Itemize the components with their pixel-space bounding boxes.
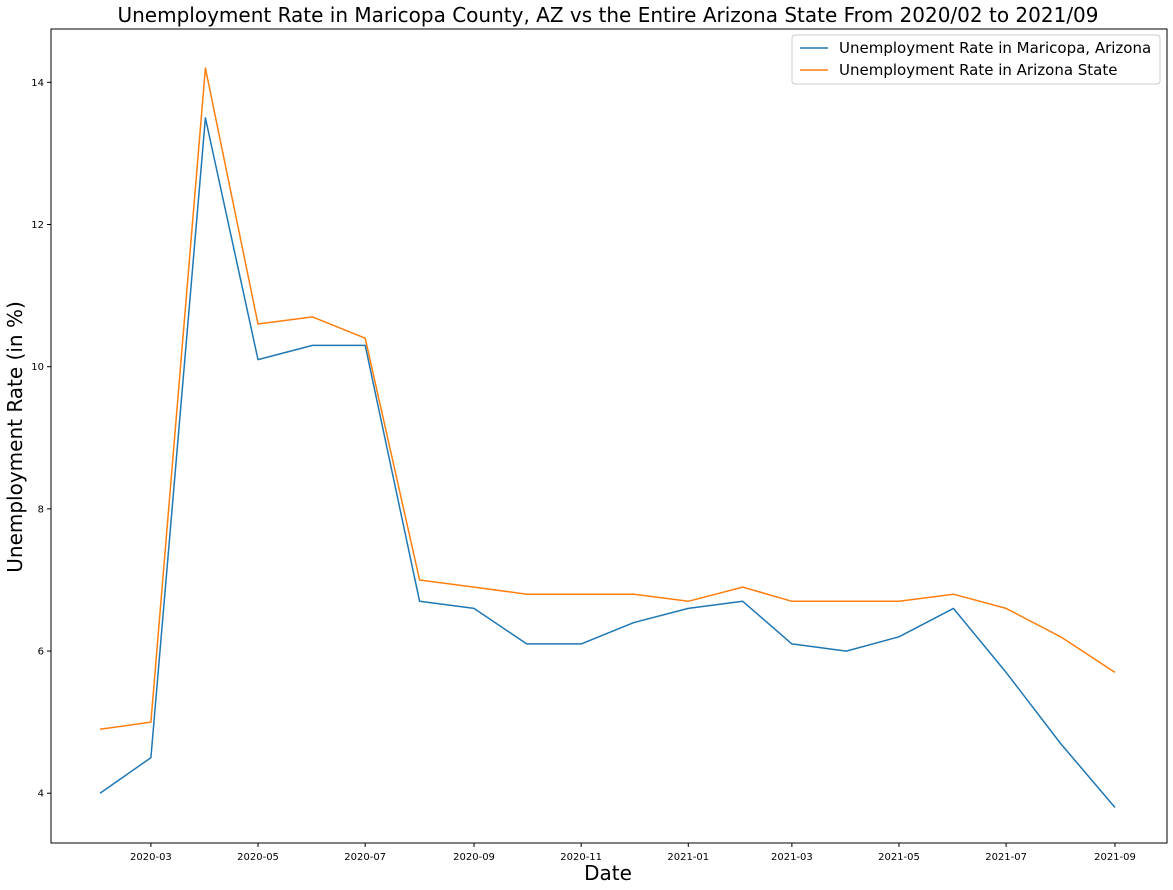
plot-frame: [50, 28, 1168, 844]
y-tick-label: 4: [38, 789, 44, 800]
x-tick-label: 2021-03: [771, 852, 813, 863]
x-tick-label: 2020-07: [344, 852, 386, 863]
y-tick-label: 12: [31, 220, 44, 231]
x-tick-label: 2020-05: [237, 852, 279, 863]
x-tick-label: 2020-03: [130, 852, 172, 863]
y-axis-label: Unemployment Rate (in %): [3, 301, 27, 573]
plot-area: 4 6 8 10 12 14 2020-03 2020-05 2020-07 2020-09 202…: [31, 28, 1168, 863]
y-tick-label: 10: [31, 362, 44, 373]
x-axis-label: Date: [584, 861, 632, 885]
y-tick-label: 8: [38, 504, 44, 515]
x-tick-label: 2021-05: [878, 852, 920, 863]
legend-label: Unemployment Rate in Arizona State: [839, 61, 1118, 79]
series-line-1: [99, 117, 1116, 808]
x-tick-label: 2020-09: [453, 852, 495, 863]
x-tick-label: 2020-11: [560, 852, 602, 863]
x-tick-label: 2021-07: [985, 852, 1027, 863]
y-tick-label: 6: [38, 647, 44, 658]
x-tick-label: 2021-01: [667, 852, 709, 863]
legend-box: [791, 34, 1161, 85]
series-line-2: [99, 67, 1116, 731]
legend-label: Unemployment Rate in Maricopa, Arizona: [839, 39, 1151, 57]
y-tick-label: 14: [31, 78, 44, 89]
x-tick-label: 2021-09: [1094, 852, 1136, 863]
chart-title: Unemployment Rate in Maricopa County, AZ…: [117, 3, 1098, 27]
